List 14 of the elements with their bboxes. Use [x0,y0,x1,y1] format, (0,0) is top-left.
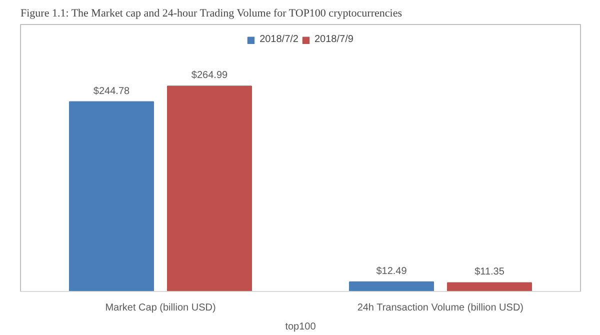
x-axis-title: top100 [285,322,316,332]
data-label: $264.99 [191,70,228,82]
bar [447,282,532,292]
data-label: $12.49 [376,266,408,277]
legend-label: 2018/7/9 [314,34,354,45]
x-tick-label: 24h Transaction Volume (billion USD) [357,302,524,314]
x-tick-label: Market Cap (billion USD) [105,302,216,314]
bar [167,86,252,292]
bar [349,281,434,292]
bar [69,101,154,292]
data-label: $11.35 [474,266,505,278]
data-label: $244.78 [93,86,130,97]
chart-title: Figure 1.1: The Market cap and 24-hour Trading Volume for TOP100 cryptocurrencies [20,8,402,20]
legend-label: 2018/7/2 [260,34,298,45]
